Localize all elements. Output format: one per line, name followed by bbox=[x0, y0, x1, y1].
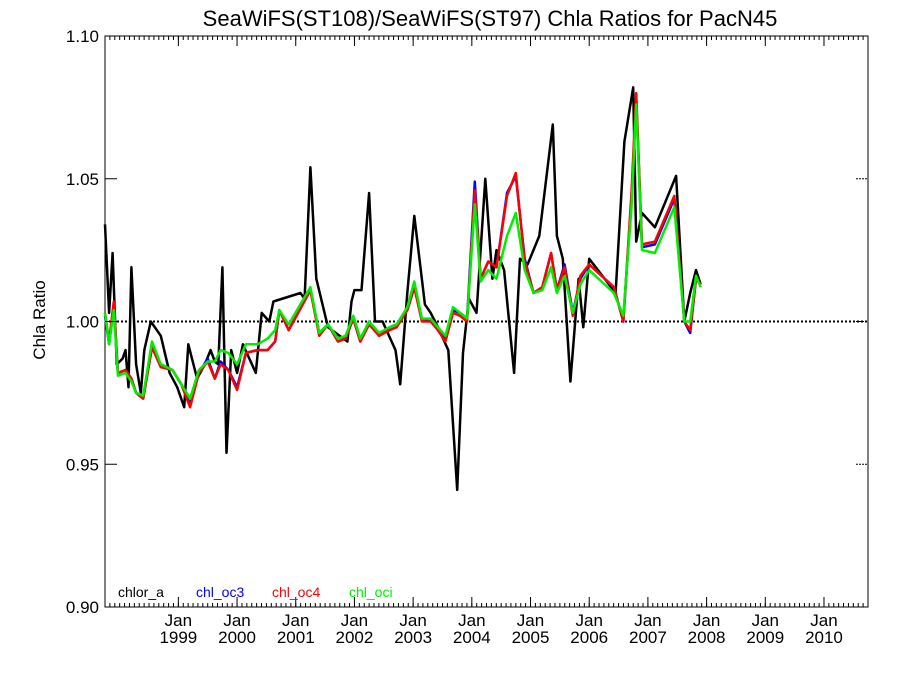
x-tick-label-month: Jan bbox=[810, 611, 837, 630]
y-tick-label: 1.00 bbox=[66, 313, 99, 332]
legend: chlor_a chl_oc3 chl_oc4 chl_oci bbox=[118, 584, 393, 600]
x-tick-label-year: 2008 bbox=[688, 628, 726, 647]
x-tick-label-month: Jan bbox=[282, 611, 309, 630]
y-axis-label: Chla Ratio bbox=[30, 280, 49, 359]
x-tick-label-month: Jan bbox=[223, 611, 250, 630]
series-lines bbox=[103, 86, 702, 492]
series-line-chl-oci bbox=[103, 103, 702, 400]
x-axis-ticks: Jan1999Jan2000Jan2001Jan2002Jan2003Jan20… bbox=[104, 36, 869, 647]
series-line-chl-oc4 bbox=[103, 91, 702, 409]
y-tick-label: 1.05 bbox=[66, 170, 99, 189]
x-tick-label-year: 2003 bbox=[394, 628, 432, 647]
y-tick-label: 1.10 bbox=[66, 27, 99, 46]
x-tick-label-month: Jan bbox=[341, 611, 368, 630]
x-tick-label-year: 1999 bbox=[159, 628, 197, 647]
x-tick-label-month: Jan bbox=[576, 611, 603, 630]
x-tick-label-month: Jan bbox=[458, 611, 485, 630]
x-tick-label-year: 2010 bbox=[805, 628, 843, 647]
legend-entry-chlor-a: chlor_a bbox=[118, 584, 164, 600]
x-tick-label-month: Jan bbox=[693, 611, 720, 630]
series-line-chlor-a bbox=[103, 86, 702, 492]
x-tick-label-month: Jan bbox=[634, 611, 661, 630]
x-tick-label-year: 2004 bbox=[453, 628, 491, 647]
chart-title: SeaWiFS(ST108)/SeaWiFS(ST97) Chla Ratios… bbox=[203, 6, 778, 31]
x-tick-label-year: 2001 bbox=[277, 628, 315, 647]
y-axis-ticks: 0.90 0.95 1.00 1.05 1.10 bbox=[66, 27, 868, 617]
x-tick-label-year: 2005 bbox=[512, 628, 550, 647]
x-tick-label-year: 2007 bbox=[629, 628, 667, 647]
x-tick-label-month: Jan bbox=[517, 611, 544, 630]
y-tick-label: 0.90 bbox=[66, 598, 99, 617]
y-tick-label: 0.95 bbox=[66, 455, 99, 474]
x-tick-label-month: Jan bbox=[165, 611, 192, 630]
x-tick-label-year: 2002 bbox=[336, 628, 374, 647]
x-tick-label-year: 2000 bbox=[218, 628, 256, 647]
x-tick-label-month: Jan bbox=[752, 611, 779, 630]
legend-entry-chl-oc3: chl_oc3 bbox=[196, 584, 244, 600]
legend-entry-chl-oci: chl_oci bbox=[349, 584, 393, 600]
x-tick-label-year: 2009 bbox=[746, 628, 784, 647]
x-tick-label-year: 2006 bbox=[570, 628, 608, 647]
legend-entry-chl-oc4: chl_oc4 bbox=[272, 584, 320, 600]
x-tick-label-month: Jan bbox=[399, 611, 426, 630]
